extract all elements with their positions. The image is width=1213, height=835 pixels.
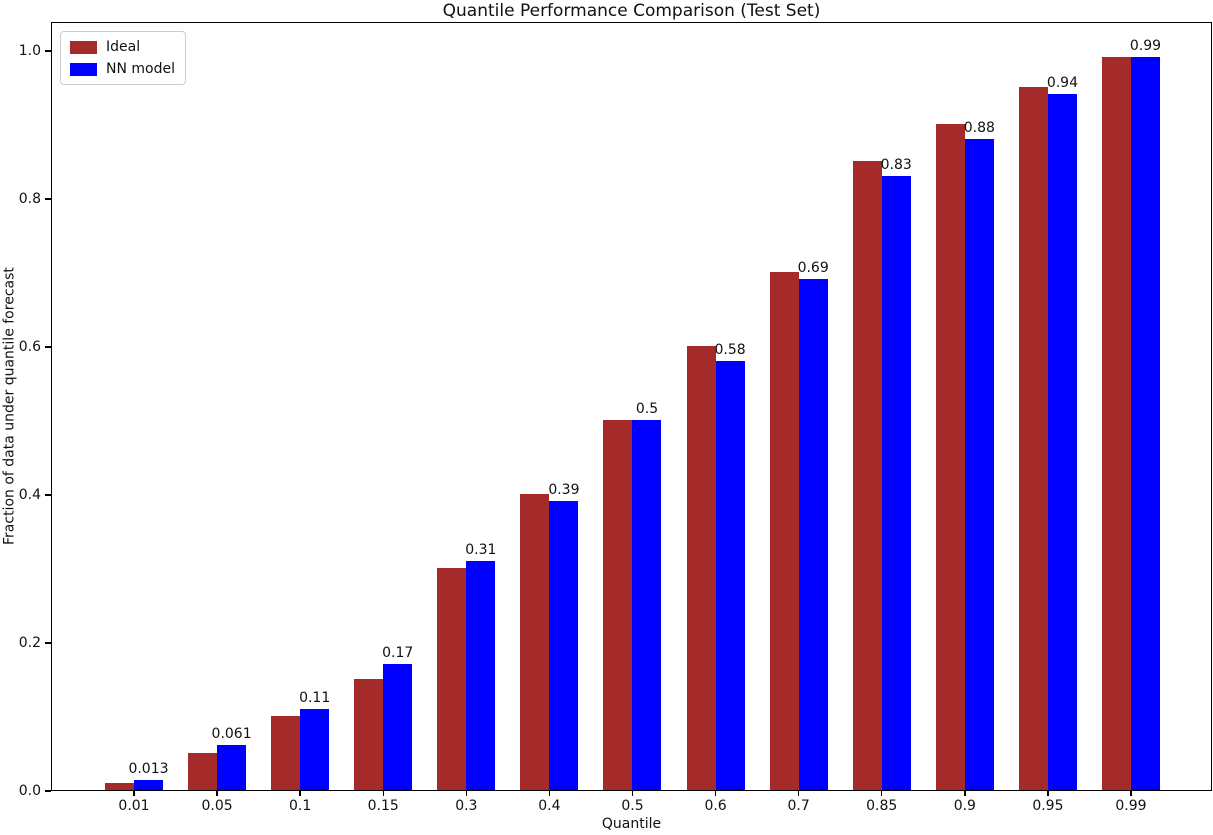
x-tick [382,791,384,796]
ideal-bar [188,753,218,790]
ideal-bar [105,782,134,790]
y-tick-label: 0.2 [18,635,41,651]
ideal-bar [686,346,716,790]
x-tick-label: 0.4 [538,798,561,814]
bar-value-label: 0.061 [211,725,252,742]
legend-item: Ideal [70,39,175,55]
x-tick-label: 0.01 [118,798,150,814]
x-tick [548,791,551,796]
x-tick-label: 0.5 [621,798,644,814]
y-tick-label: 0.6 [18,339,41,355]
bar-value-label: 0.31 [465,541,497,558]
y-tick-label: 0.4 [18,487,41,503]
nn-bar [798,279,828,790]
y-tick [45,642,51,644]
nn-bar [1130,57,1160,790]
bar-value-label: 0.99 [1129,38,1162,55]
y-tick [45,50,51,52]
x-tick-label: 0.95 [1032,798,1064,814]
x-tick-label: 0.99 [1115,798,1147,814]
bar-value-label: 0.88 [963,119,995,136]
ideal-bar [852,161,882,790]
legend-swatch [70,40,97,54]
x-tick [964,791,966,796]
nn-bar [383,664,413,790]
nn-bar [881,175,911,790]
chart-title: Quantile Performance Comparison (Test Se… [442,1,821,21]
x-tick [1130,791,1132,796]
x-tick-label: 0.6 [704,798,727,814]
ideal-bar [437,568,467,790]
y-axis-label: Fraction of data under quantile forecast [1,267,18,546]
y-tick [45,198,51,200]
legend-label: Ideal [106,39,141,55]
nn-bar [217,744,247,790]
y-tick [45,494,51,496]
bar-value-label: 0.39 [548,482,580,499]
y-tick [45,346,51,348]
x-tick [133,791,135,796]
y-tick-label: 1.0 [18,43,41,59]
x-tick [465,791,468,796]
y-tick [45,790,51,792]
bar-value-label: 0.11 [299,689,331,706]
x-tick [1047,791,1049,796]
ideal-bar [603,420,633,790]
bar-value-label: 0.013 [128,761,169,778]
nn-bar [964,138,994,790]
bar-value-label: 0.94 [1046,75,1078,92]
x-tick-label: 0.7 [787,798,810,814]
nn-bar [466,560,496,790]
ideal-bar [769,272,799,790]
bar-value-label: 0.58 [714,341,746,358]
bar-value-label: 0.69 [797,260,829,277]
y-tick-label: 0.0 [18,783,41,799]
x-tick [631,791,634,796]
bar-value-label: 0.17 [382,645,414,662]
ideal-bar [271,716,301,790]
x-tick [299,791,301,796]
nn-bar [1047,94,1077,790]
nn-bar [632,420,662,790]
nn-bar [549,501,579,790]
x-tick-label: 0.3 [455,798,478,814]
nn-bar [715,360,745,790]
plot-area: Ideal NN model 0.013 0.061 0.11 0.17 0.31 0.39… [51,22,1212,791]
y-tick-label: 0.8 [18,191,41,207]
x-tick [714,791,717,796]
x-tick-label: 0.85 [866,798,898,814]
nn-bar [300,708,330,790]
x-tick [797,791,800,796]
legend-label: NN model [106,61,175,77]
x-tick-label: 0.1 [289,798,312,814]
ideal-bar [1101,57,1131,790]
nn-bar [134,780,163,790]
x-axis-label: Quantile [601,816,662,832]
legend-swatch [70,62,97,76]
bar-value-label: 0.5 [635,401,659,417]
x-tick-label: 0.9 [953,798,976,814]
legend: Ideal NN model [60,31,186,85]
ideal-bar [1018,87,1048,790]
x-tick [216,791,218,796]
ideal-bar [520,494,550,790]
x-tick-label: 0.05 [201,798,233,814]
bar-value-label: 0.83 [880,156,912,173]
legend-item: NN model [70,61,175,77]
x-tick [881,791,883,796]
ideal-bar [354,679,384,790]
x-tick-label: 0.15 [367,798,399,814]
ideal-bar [935,124,965,790]
